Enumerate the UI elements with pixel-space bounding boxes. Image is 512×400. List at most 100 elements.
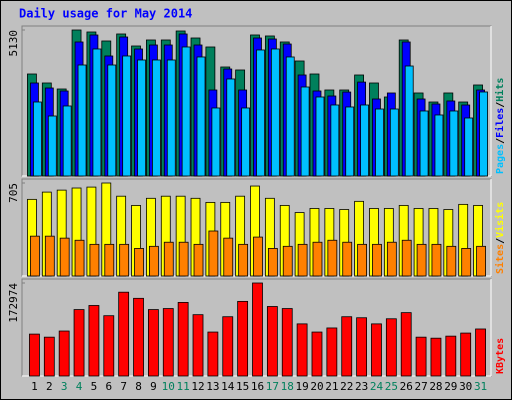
bar — [92, 48, 102, 177]
legend: Pages/Files/Hits — [494, 78, 506, 174]
bar — [196, 56, 206, 177]
x-tick-label: 5 — [91, 380, 98, 393]
bar — [44, 235, 55, 277]
x-tick-label: 9 — [150, 380, 157, 393]
bar — [357, 243, 367, 277]
bar — [163, 241, 174, 277]
bar — [253, 236, 263, 277]
bar — [372, 243, 382, 277]
y-tick-label: 172974 — [7, 283, 20, 323]
x-tick-label: 31 — [474, 380, 487, 393]
x-tick-label: 17 — [266, 380, 279, 393]
legend-separator: / — [495, 238, 506, 244]
bar — [341, 316, 353, 377]
bar — [419, 110, 429, 177]
x-tick-label: 4 — [76, 380, 83, 393]
bar — [356, 317, 367, 377]
x-tick-label: 22 — [340, 380, 353, 393]
legend-entry: Visits — [494, 202, 506, 238]
bar — [181, 46, 191, 177]
bar — [401, 239, 412, 277]
bar — [385, 318, 397, 377]
bar — [118, 291, 130, 377]
bar — [30, 235, 40, 277]
legend-entry: Pages — [495, 144, 506, 174]
x-tick-label: 25 — [385, 380, 398, 393]
legend-entry: Sites — [494, 244, 506, 274]
x-tick-label: 14 — [221, 380, 235, 393]
bar — [430, 337, 442, 377]
bar — [59, 237, 70, 277]
bar — [88, 305, 100, 377]
bar — [404, 65, 414, 177]
x-tick-label: 3 — [61, 380, 68, 393]
y-tick-label: 5130 — [7, 30, 20, 57]
bar — [193, 243, 204, 277]
x-tick-label: 1 — [31, 380, 38, 393]
bar — [449, 110, 459, 177]
legend-entry: KBytes — [495, 338, 506, 374]
bar — [252, 282, 263, 377]
bar — [207, 331, 219, 377]
bar — [104, 243, 115, 277]
bar — [223, 237, 234, 277]
bar — [178, 241, 189, 277]
x-tick-label: 24 — [370, 380, 384, 393]
bar — [326, 327, 338, 377]
bar — [47, 115, 57, 177]
bar — [241, 107, 251, 177]
bar — [256, 49, 265, 177]
legend: KBytes — [495, 338, 506, 374]
bar — [312, 241, 323, 277]
bar — [297, 243, 308, 277]
bar — [166, 59, 176, 177]
bar — [445, 335, 457, 377]
bar — [327, 239, 338, 277]
bar — [342, 241, 353, 277]
bar — [211, 107, 221, 177]
bar — [148, 309, 159, 377]
x-tick-label: 18 — [281, 380, 294, 393]
bar — [149, 245, 159, 277]
x-tick-label: 2 — [46, 380, 53, 393]
x-tick-label: 16 — [251, 380, 264, 393]
bar — [62, 105, 72, 177]
x-tick-label: 20 — [310, 380, 323, 393]
bar — [43, 336, 55, 377]
bar — [296, 323, 308, 377]
bar — [119, 243, 130, 277]
bar — [375, 108, 384, 177]
chart-title: Daily usage for May 2014 — [19, 7, 192, 21]
bar — [479, 91, 488, 177]
x-tick-label: 7 — [120, 380, 127, 393]
x-tick-label: 15 — [236, 380, 249, 393]
bar — [315, 96, 325, 177]
bar — [476, 245, 486, 277]
bar — [137, 59, 146, 177]
x-tick-label: 29 — [444, 380, 457, 393]
legend: Sites/Visits — [494, 202, 506, 274]
bar — [162, 308, 174, 377]
bar — [222, 316, 234, 377]
legend-entry: Hits — [494, 78, 506, 102]
bar — [415, 336, 427, 377]
bar — [29, 333, 40, 377]
bar — [177, 302, 189, 377]
bar — [360, 104, 369, 177]
bar — [267, 248, 278, 277]
y-tick-label: 705 — [7, 183, 20, 203]
x-tick-label: 30 — [459, 380, 472, 393]
bar — [282, 245, 293, 277]
bar — [266, 306, 278, 377]
legend-separator: / — [495, 102, 506, 108]
bar — [389, 108, 399, 177]
bar — [73, 309, 85, 377]
bar — [89, 243, 100, 277]
bar — [416, 243, 427, 277]
bar — [33, 101, 42, 177]
bar — [238, 243, 249, 277]
x-tick-label: 19 — [295, 380, 308, 393]
x-tick-label: 23 — [355, 380, 368, 393]
